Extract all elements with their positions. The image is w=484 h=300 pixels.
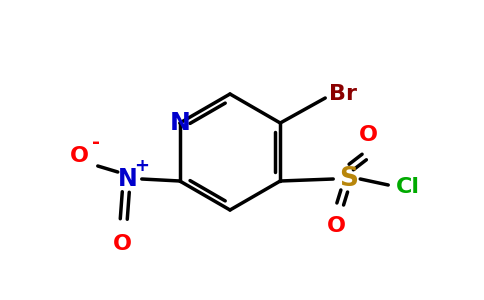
Text: O: O <box>359 125 378 145</box>
Text: +: + <box>134 157 149 175</box>
Text: O: O <box>70 146 89 166</box>
Text: N: N <box>169 111 190 135</box>
Text: O: O <box>327 216 346 236</box>
Text: O: O <box>113 234 132 254</box>
Text: -: - <box>92 133 100 152</box>
Text: Cl: Cl <box>396 177 420 197</box>
Text: S: S <box>339 166 358 192</box>
Text: N: N <box>118 167 137 191</box>
Text: Br: Br <box>329 84 357 104</box>
